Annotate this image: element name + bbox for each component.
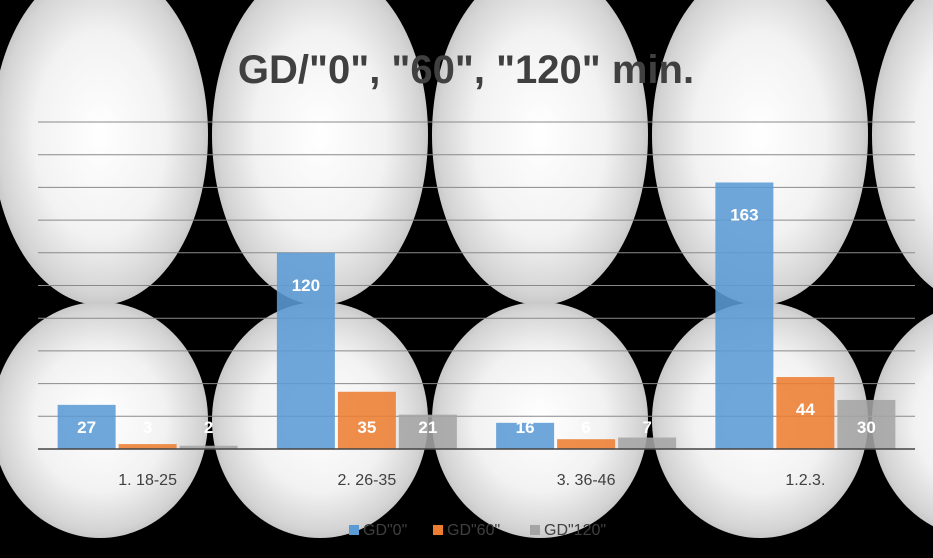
data-label: 27 bbox=[77, 418, 96, 437]
legend-label: GD"120" bbox=[544, 522, 606, 539]
bar bbox=[776, 377, 835, 449]
data-label: 44 bbox=[796, 400, 815, 419]
bars: 27 3 2 120 35 21 16 6 7 163 44 30 bbox=[57, 182, 896, 449]
data-label: 163 bbox=[730, 205, 758, 224]
data-label: 35 bbox=[357, 418, 376, 437]
bar bbox=[337, 391, 396, 449]
bar bbox=[837, 399, 896, 449]
data-label: 16 bbox=[516, 418, 535, 437]
data-label: 21 bbox=[418, 418, 437, 437]
category-label: 2. 26-35 bbox=[338, 472, 397, 489]
data-label: 30 bbox=[857, 418, 876, 437]
legend: GD"0" GD"60" GD"120" bbox=[349, 522, 606, 539]
legend-label: GD"0" bbox=[363, 522, 407, 539]
legend-swatch bbox=[530, 525, 540, 535]
category-label: 1. 18-25 bbox=[118, 472, 177, 489]
legend-label: GD"60" bbox=[447, 522, 500, 539]
legend-item: GD"120" bbox=[530, 522, 606, 539]
data-label: 7 bbox=[642, 418, 651, 437]
data-label: 2 bbox=[204, 418, 213, 437]
bar bbox=[496, 422, 555, 449]
background-ellipse bbox=[872, 313, 933, 527]
bar bbox=[179, 445, 238, 449]
data-label: 120 bbox=[292, 276, 320, 295]
background-ellipse bbox=[652, 0, 868, 305]
category-labels: 1. 18-25 2. 26-35 3. 36-46 1.2.3. bbox=[118, 472, 825, 489]
background-ellipse bbox=[432, 302, 648, 538]
bar bbox=[715, 182, 774, 449]
background-ellipse bbox=[212, 0, 428, 305]
background-ellipse bbox=[872, 0, 933, 289]
legend-item: GD"60" bbox=[433, 522, 500, 539]
data-label: 3 bbox=[143, 418, 152, 437]
bar bbox=[57, 404, 116, 449]
background-ellipse bbox=[432, 0, 648, 305]
bar bbox=[618, 437, 677, 449]
category-label: 1.2.3. bbox=[785, 472, 825, 489]
background-ellipse bbox=[0, 0, 208, 305]
legend-swatch bbox=[349, 525, 359, 535]
bar bbox=[398, 414, 457, 449]
bar bbox=[557, 439, 616, 449]
legend-swatch bbox=[433, 525, 443, 535]
data-label: 6 bbox=[581, 418, 590, 437]
chart-title: GD/"0", "60", "120" min. bbox=[238, 48, 694, 92]
category-label: 3. 36-46 bbox=[557, 472, 616, 489]
bar bbox=[276, 252, 335, 449]
bar bbox=[118, 444, 177, 449]
legend-item: GD"0" bbox=[349, 522, 407, 539]
